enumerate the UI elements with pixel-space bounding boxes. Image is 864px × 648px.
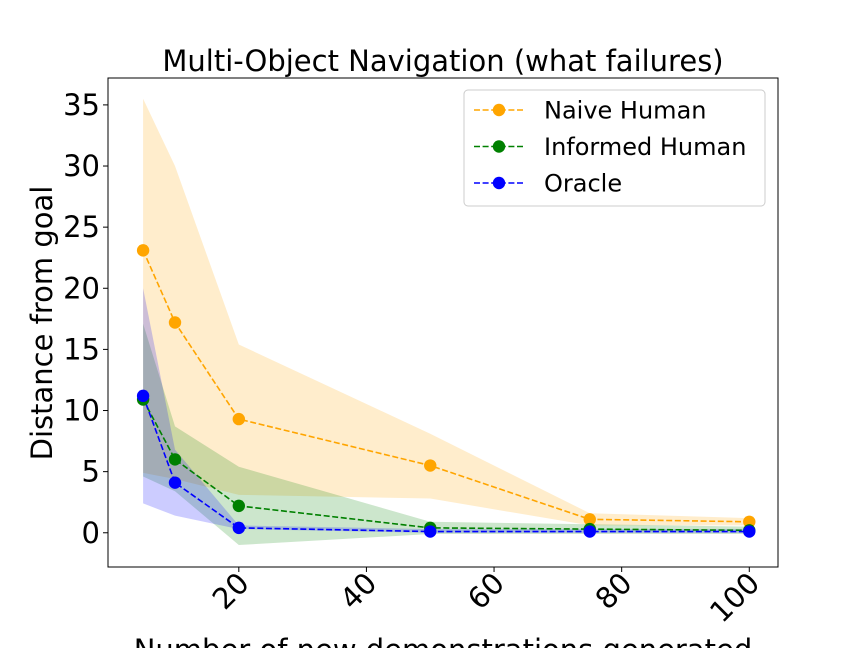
y-tick-label: 5: [82, 455, 100, 489]
naive-human-point: [583, 513, 596, 526]
naive-human-line: [142, 250, 750, 523]
y-tick-label: 25: [63, 210, 100, 244]
naive-human-point: [168, 316, 182, 329]
x-tick-label: 100: [703, 566, 766, 629]
x-tick-label: 20: [206, 566, 256, 616]
naive-human-point: [424, 459, 437, 472]
y-tick-label: 0: [82, 516, 100, 550]
x-tick-label: 60: [461, 566, 511, 616]
series-points: [136, 244, 756, 538]
series-lines: [142, 250, 750, 533]
y-tick-label: 30: [63, 149, 100, 183]
oracle-point: [168, 476, 182, 489]
oracle-point: [743, 525, 756, 538]
oracle-legend-marker: [492, 176, 506, 190]
oracle-band: [143, 288, 750, 533]
naive-human-legend-marker: [492, 103, 506, 117]
naive-human-point: [743, 515, 756, 528]
informed-human-line: [142, 399, 750, 532]
y-tick-label: 20: [63, 271, 100, 305]
x-axis-ticks: 20 40 60 80 100: [206, 566, 767, 629]
informed-human-point: [232, 499, 246, 513]
plot-frame: [107, 77, 779, 568]
y-tick-label: 15: [63, 332, 100, 366]
informed-human-legend-label: Informed Human: [544, 133, 746, 161]
informed-human-band: [143, 323, 750, 545]
naive-human-band: [143, 98, 750, 526]
oracle-point: [583, 525, 596, 538]
y-tick-label: 35: [63, 88, 100, 122]
y-axis-label: Distance from goal: [25, 186, 59, 461]
naive-human-point: [136, 244, 150, 257]
y-tick-label: 10: [63, 394, 100, 428]
oracle-point: [136, 389, 150, 403]
informed-human-point: [168, 453, 182, 466]
x-axis-label: Number of new demonstrations generated: [134, 633, 753, 648]
naive-human-point: [232, 412, 246, 426]
informed-human-legend-marker: [492, 140, 506, 153]
confidence-bands: [143, 98, 750, 545]
y-axis-ticks: 0 5 10 15 20 25 30 35: [63, 88, 108, 550]
naive-human-legend-label: Naive Human: [544, 97, 706, 125]
chart-title: Multi-Object Navigation (what failures): [162, 44, 723, 78]
oracle-point: [232, 521, 246, 535]
oracle-point: [424, 525, 437, 538]
x-tick-label: 80: [588, 566, 638, 616]
legend: Naive Human Informed Human Oracle: [463, 89, 766, 207]
x-tick-label: 40: [333, 566, 383, 616]
legend-box: [463, 89, 766, 207]
oracle-legend-label: Oracle: [544, 170, 622, 198]
